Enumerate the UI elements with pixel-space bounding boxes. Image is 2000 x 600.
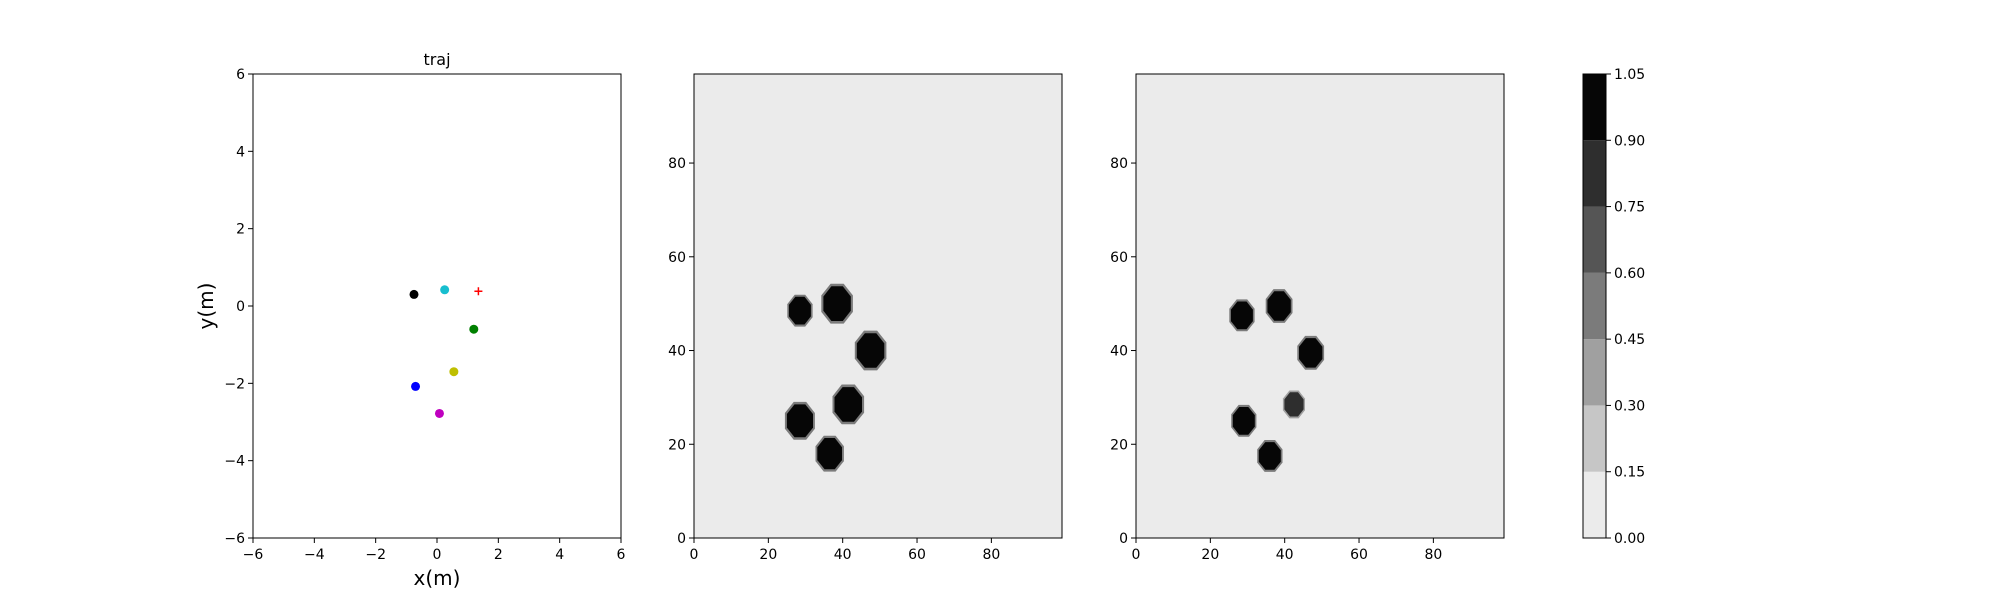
x-tick-label: −4 (304, 547, 325, 563)
colorbar-band (1583, 405, 1606, 472)
x-tick-label: 60 (1350, 547, 1368, 563)
axis-ticks: −6 −4 −2 0 2 4 6 −6 −4 −2 0 2 4 6 (224, 67, 625, 563)
y-tick-label: 0 (236, 299, 245, 315)
scatter-point (409, 289, 419, 299)
colorbar-tick-label: 0.60 (1614, 266, 1645, 282)
heatmap-background (694, 74, 1062, 538)
colorbar-band (1583, 74, 1606, 141)
heatmap-panel-2: 0 20 40 60 80 0 20 40 60 80 (1110, 73, 1505, 563)
y-tick-label: −2 (224, 376, 245, 392)
scatter-point (434, 408, 444, 418)
y-tick-label: 60 (668, 250, 686, 266)
plot-area (1135, 73, 1505, 539)
x-tick-label: 80 (1424, 547, 1442, 563)
x-tick-label: 40 (1276, 547, 1294, 563)
obstacle-blob (823, 286, 851, 321)
colorbar-tick-label: 1.05 (1614, 67, 1645, 83)
obstacle-blob (786, 404, 813, 438)
colorbar-band (1583, 272, 1606, 340)
colorbar-tick-label: 0.75 (1614, 200, 1645, 216)
heatmap-background (1136, 74, 1504, 538)
colorbar: 0.00 0.15 0.30 0.45 0.60 0.75 0.90 1.05 (1582, 67, 1645, 547)
obstacle-blob (856, 333, 885, 368)
y-tick-label: 60 (1110, 250, 1128, 266)
x-tick-label: −2 (365, 547, 386, 563)
y-tick-label: 0 (1119, 531, 1128, 547)
heatmap-cells (1136, 74, 1504, 538)
x-tick-label: 40 (834, 547, 852, 563)
y-axis-label: y(m) (194, 283, 218, 330)
x-tick-label: −6 (243, 547, 264, 563)
colorbar-tick-label: 0.45 (1614, 332, 1645, 348)
scatter-point-plus (474, 287, 483, 296)
colorbar-tick-label: 0.15 (1614, 465, 1645, 481)
colorbar-band (1583, 339, 1606, 406)
chart-title: traj (423, 50, 450, 69)
y-tick-label: 4 (236, 144, 245, 160)
x-axis-label: x(m) (414, 566, 461, 590)
plot-area (693, 73, 1063, 539)
x-tick-label: 60 (908, 547, 926, 563)
y-tick-label: 20 (1110, 437, 1128, 453)
axis-ticks: 0 20 40 60 80 0 20 40 60 80 (1110, 156, 1442, 563)
colorbar-band (1583, 471, 1606, 538)
y-tick-label: 40 (668, 344, 686, 360)
heatmap-panel-1: 0 20 40 60 80 0 20 40 60 80 (668, 73, 1063, 563)
traj-panel: traj −6 −4 −2 0 2 4 6 −6 −4 −2 0 2 4 6 x(m) y(m) (194, 50, 626, 590)
obstacle-blob (1267, 291, 1291, 321)
obstacle-blob (1230, 301, 1253, 330)
colorbar-band (1583, 140, 1606, 207)
y-tick-label: 0 (677, 531, 686, 547)
obstacle-blob (834, 387, 862, 422)
y-tick-label: −6 (224, 531, 245, 547)
colorbar-frame (1582, 73, 1607, 539)
colorbar-tick-label: 0.90 (1614, 133, 1645, 149)
axis-ticks: 0 20 40 60 80 0 20 40 60 80 (668, 156, 1000, 563)
obstacle-blob (1232, 407, 1255, 435)
obstacle-blob (788, 296, 811, 325)
y-tick-label: 2 (236, 222, 245, 238)
scatter-points (409, 285, 483, 418)
scatter-point (440, 285, 450, 295)
y-tick-label: 6 (236, 67, 245, 83)
x-tick-label: 2 (494, 547, 503, 563)
colorbar-band (1583, 206, 1606, 273)
scatter-point (469, 324, 479, 334)
colorbar-tick-label: 0.00 (1614, 531, 1645, 547)
y-tick-label: 80 (668, 156, 686, 172)
x-tick-label: 20 (759, 547, 777, 563)
heatmap-cells (694, 74, 1062, 538)
colorbar-ticks: 0.00 0.15 0.30 0.45 0.60 0.75 0.90 1.05 (1606, 67, 1645, 547)
y-tick-label: 80 (1110, 156, 1128, 172)
x-tick-label: 0 (433, 547, 442, 563)
scatter-point (449, 367, 459, 377)
obstacle-blob (1284, 392, 1304, 417)
x-tick-label: 0 (690, 547, 699, 563)
colorbar-tick-label: 0.30 (1614, 398, 1645, 414)
obstacle-blob (1258, 442, 1281, 470)
x-tick-label: 6 (617, 547, 626, 563)
scatter-point (411, 381, 421, 391)
y-tick-label: 20 (668, 437, 686, 453)
x-tick-label: 20 (1201, 547, 1219, 563)
y-tick-label: 40 (1110, 344, 1128, 360)
y-tick-label: −4 (224, 454, 245, 470)
obstacle-blob (817, 438, 842, 470)
x-tick-label: 0 (1132, 547, 1141, 563)
plot-area (252, 73, 622, 539)
x-tick-label: 80 (982, 547, 1000, 563)
colorbar-bands (1583, 74, 1606, 538)
obstacle-blob (1299, 338, 1323, 368)
x-tick-label: 4 (555, 547, 564, 563)
